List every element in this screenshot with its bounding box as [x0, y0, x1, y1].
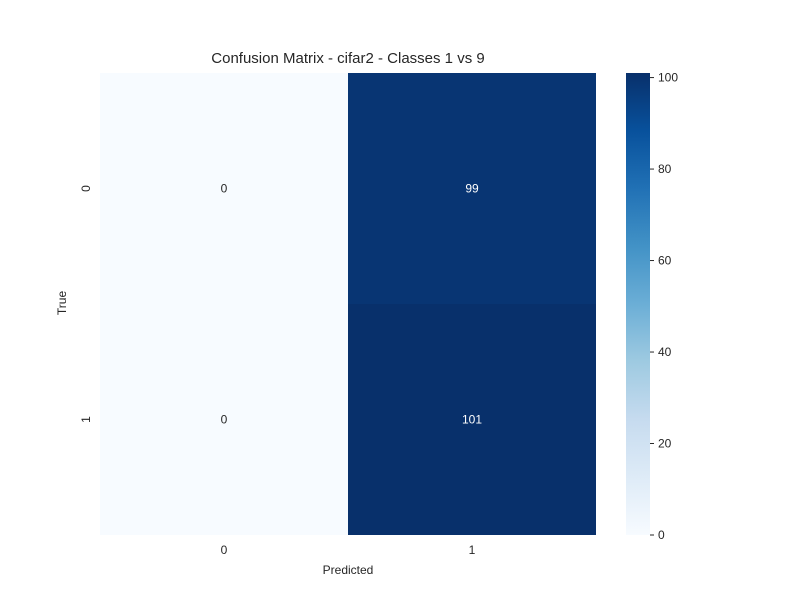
heatmap-cell-0-1	[348, 73, 596, 304]
x-axis-label: Predicted	[323, 563, 374, 577]
heatmap-cell-1-1	[348, 304, 596, 535]
cell-value-label-1-1: 101	[462, 413, 482, 427]
colorbar-tick-label-1: 20	[658, 437, 672, 451]
colorbar-tick-label-4: 80	[658, 162, 672, 176]
heatmap-cell-labels: 0 99 0 101	[221, 182, 483, 427]
y-tick-label-0: 0	[79, 185, 93, 192]
chart-title: Confusion Matrix - cifar2 - Classes 1 vs…	[211, 50, 484, 67]
y-tick-label-1: 1	[79, 416, 93, 423]
colorbar-ticks: 0 20 40 60 80 100	[650, 71, 678, 542]
x-tick-label-0: 0	[221, 543, 228, 557]
cell-value-label-0-1: 99	[465, 182, 479, 196]
colorbar-tick-label-5: 100	[658, 71, 678, 85]
cell-value-label-0-0: 0	[221, 182, 228, 196]
colorbar	[626, 73, 650, 535]
colorbar-tick-label-3: 60	[658, 254, 672, 268]
colorbar-tick-label-0: 0	[658, 528, 665, 542]
cell-value-label-1-0: 0	[221, 413, 228, 427]
x-tick-label-1: 1	[469, 543, 476, 557]
y-axis-ticks: 01	[79, 185, 93, 423]
heatmap-cell-1-0	[100, 304, 348, 535]
heatmap-cell-0-0	[100, 73, 348, 304]
colorbar-tick-label-2: 40	[658, 345, 672, 359]
y-axis-label: True	[55, 291, 69, 316]
heatmap-cells	[100, 73, 596, 535]
